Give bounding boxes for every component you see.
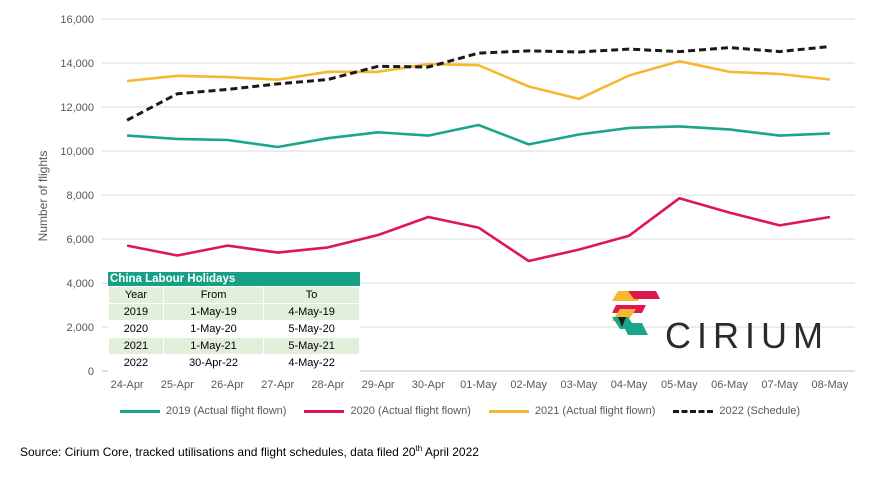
holiday-table-header: Year <box>108 286 164 304</box>
table-row: 2019 1-May-19 4-May-19 <box>108 303 360 321</box>
table-row: 2022 30-Apr-22 4-May-22 <box>108 354 360 372</box>
x-tick-label: 25-Apr <box>161 379 194 391</box>
legend-item: 2021 (Actual flight flown) <box>488 405 656 417</box>
source-text: Source: Cirium Core, tracked utilisation… <box>20 445 416 459</box>
x-tick-label: 05-May <box>661 379 698 391</box>
table-cell: 4-May-22 <box>263 354 360 372</box>
cirium-logo-text: CIRIUM <box>665 315 829 356</box>
table-cell: 5-May-21 <box>263 337 360 355</box>
source-superscript: th <box>415 444 423 453</box>
y-tick-label: 10,000 <box>60 146 94 158</box>
legend-item: 2020 (Actual flight flown) <box>304 405 471 417</box>
series-lines <box>126 45 831 263</box>
y-tick-label: 8,000 <box>66 190 94 202</box>
x-tick-label: 27-Apr <box>261 379 294 391</box>
legend-item: 2022 (Schedule) <box>673 405 800 417</box>
table-cell: 4-May-19 <box>263 303 360 321</box>
legend-label: 2021 (Actual flight flown) <box>534 405 656 417</box>
y-tick-label: 6,000 <box>66 234 94 246</box>
x-axis-ticks: 24-Apr 25-Apr 26-Apr 27-Apr 28-Apr 29-Apr 30-A… <box>111 379 849 391</box>
x-tick-label: 06-May <box>711 379 748 391</box>
x-tick-label: 01-May <box>460 379 497 391</box>
x-tick-label: 07-May <box>761 379 798 391</box>
table-cell: 30-Apr-22 <box>162 354 265 372</box>
x-tick-label: 24-Apr <box>111 379 144 391</box>
y-tick-label: 12,000 <box>60 102 94 114</box>
x-tick-label: 29-Apr <box>362 379 395 391</box>
y-axis-title: Number of flights <box>36 151 50 242</box>
x-tick-label: 03-May <box>561 379 598 391</box>
holiday-table-body: 2019 1-May-19 4-May-19 2020 1-May-20 5-May-20… <box>108 303 360 372</box>
x-tick-label: 26-Apr <box>211 379 244 391</box>
x-tick-label: 08-May <box>812 379 849 391</box>
legend-label: 2020 (Actual flight flown) <box>350 405 471 417</box>
legend-swatch <box>120 409 160 413</box>
legend-item: 2019 (Actual flight flown) <box>120 405 286 417</box>
chart-legend: 2019 (Actual flight flown) 2020 (Actual f… <box>120 405 800 417</box>
legend-label: 2022 (Schedule) <box>719 405 801 417</box>
source-note: Source: Cirium Core, tracked utilisation… <box>20 444 479 459</box>
y-tick-label: 14,000 <box>60 58 94 70</box>
y-tick-label: 4,000 <box>66 278 94 290</box>
legend-swatch <box>673 409 714 413</box>
table-cell: 5-May-20 <box>263 320 360 338</box>
x-tick-label: 02-May <box>510 379 547 391</box>
table-cell: 2019 <box>108 303 164 321</box>
x-tick-label: 28-Apr <box>311 379 344 391</box>
source-suffix: April 2022 <box>422 445 479 459</box>
series-line <box>126 45 831 122</box>
y-axis-ticks: 0 2,000 4,000 6,000 8,000 10,000 12,000 14,000 1… <box>60 14 94 378</box>
holiday-table-header: To <box>263 286 360 304</box>
table-cell: 1-May-21 <box>162 337 265 355</box>
series-line <box>126 197 831 263</box>
y-tick-label: 2,000 <box>66 322 94 334</box>
holiday-table: China Labour Holidays Year From To 2019 1… <box>108 272 360 372</box>
series-line <box>126 59 831 101</box>
legend-swatch <box>304 409 345 413</box>
table-cell: 1-May-20 <box>162 320 265 338</box>
table-cell: 2022 <box>108 354 164 372</box>
x-tick-label: 30-Apr <box>412 379 445 391</box>
line-chart: 0 2,000 4,000 6,000 8,000 10,000 12,000 14,000 1… <box>36 14 855 391</box>
y-tick-label: 16,000 <box>60 14 94 26</box>
legend-swatch <box>488 409 529 413</box>
holiday-table-header: From <box>162 286 265 304</box>
table-row: 2020 1-May-20 5-May-20 <box>108 320 360 338</box>
table-cell: 2020 <box>108 320 164 338</box>
holiday-table-title: China Labour Holidays <box>108 272 360 286</box>
y-tick-label: 0 <box>88 366 94 378</box>
x-tick-label: 04-May <box>611 379 648 391</box>
table-row: 2021 1-May-21 5-May-21 <box>108 337 360 355</box>
legend-label: 2019 (Actual flight flown) <box>166 405 287 417</box>
cirium-logo: CIRIUM <box>608 287 833 357</box>
series-line <box>127 123 830 149</box>
cirium-logo-mark <box>612 291 660 335</box>
table-cell: 2021 <box>108 337 164 355</box>
table-cell: 1-May-19 <box>162 303 265 321</box>
